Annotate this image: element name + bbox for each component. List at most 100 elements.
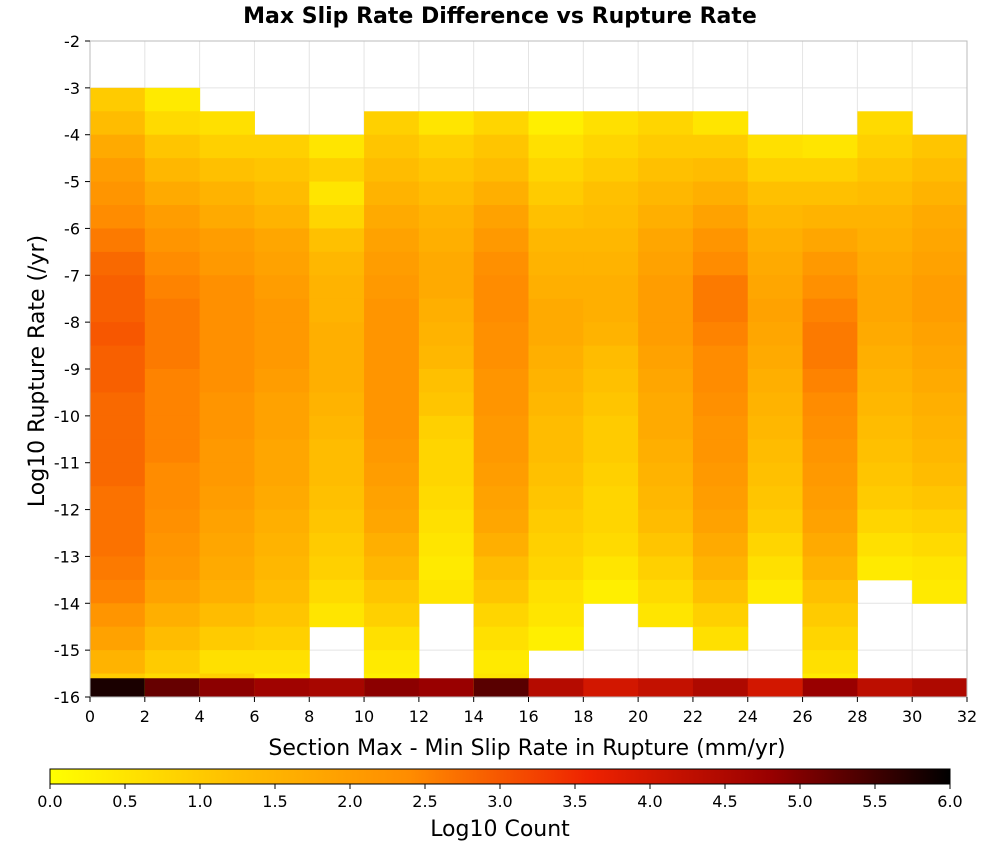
heatmap-cell: [199, 415, 255, 440]
heatmap-cell: [309, 181, 365, 206]
heatmap-cell: [912, 298, 968, 323]
heatmap-cell: [747, 462, 804, 487]
heatmap-cell: [364, 111, 420, 136]
heatmap-cell: [144, 251, 201, 276]
heatmap-cell: [364, 251, 420, 276]
heatmap-cell: [199, 626, 255, 651]
heatmap-cell: [802, 533, 858, 557]
heatmap-cell: [802, 134, 858, 159]
heatmap-cell: [473, 650, 529, 675]
heatmap-cell: [583, 228, 639, 253]
heatmap-cell: [309, 298, 365, 323]
heatmap-cell: [857, 275, 913, 300]
heatmap-cell: [912, 345, 968, 370]
y-tick-label: -14: [54, 594, 80, 613]
heatmap-cell: [90, 486, 146, 511]
heatmap-cell: [528, 205, 584, 229]
y-tick-label: -8: [64, 313, 80, 332]
colorbar-tick-label: 2.5: [412, 792, 437, 811]
heatmap-cell: [418, 158, 475, 183]
heatmap-cell: [912, 392, 968, 417]
heatmap-cell: [528, 369, 584, 393]
heatmap-cell: [912, 181, 968, 206]
heatmap-cell: [802, 579, 858, 604]
heatmap-cell: [473, 134, 529, 159]
heatmap-cell: [912, 228, 968, 253]
heatmap-cell: [638, 462, 694, 487]
heatmap-cell: [912, 486, 968, 511]
heatmap-cell: [364, 228, 420, 253]
heatmap-cell: [364, 205, 420, 229]
heatmap-cell: [199, 111, 255, 136]
heatmap-cell: [144, 205, 201, 229]
heatmap-cell: [199, 603, 255, 628]
colorbar-tick-label: 6.0: [937, 792, 962, 811]
heatmap-cell: [309, 251, 365, 276]
x-tick-label: 8: [304, 707, 314, 726]
heatmap-cell: [692, 134, 749, 159]
y-tick-label: -15: [54, 641, 80, 660]
heatmap-cell: [802, 181, 858, 206]
heatmap-cell: [638, 111, 694, 136]
heatmap-cell: [692, 462, 749, 487]
heatmap-cell: [638, 509, 694, 534]
heatmap-cell: [692, 603, 749, 628]
heatmap-cell: [364, 345, 420, 370]
heatmap-cell: [364, 158, 420, 183]
heatmap-cell: [364, 603, 420, 628]
heatmap-cell: [857, 678, 913, 698]
heatmap-cell: [912, 369, 968, 393]
heatmap-cell: [364, 486, 420, 511]
heatmap-cell: [528, 439, 584, 464]
heatmap-cell: [528, 181, 584, 206]
heatmap-cell: [309, 275, 365, 300]
heatmap-cell: [144, 111, 201, 136]
heatmap-cell: [144, 181, 201, 206]
heatmap-cell: [692, 533, 749, 557]
heatmap-cell: [364, 439, 420, 464]
heatmap-cell: [638, 251, 694, 276]
heatmap-cell: [583, 509, 639, 534]
heatmap-cell: [638, 134, 694, 159]
heatmap-cell: [912, 134, 968, 159]
heatmap-cell: [254, 533, 310, 557]
heatmap-cell: [473, 509, 529, 534]
heatmap-cell: [802, 415, 858, 440]
heatmap-cell: [692, 486, 749, 511]
heatmap-cell: [90, 415, 146, 440]
heatmap-cell: [857, 251, 913, 276]
heatmap-cell: [857, 509, 913, 534]
heatmap-cell: [418, 298, 475, 323]
heatmap-cell: [254, 181, 310, 206]
heatmap-cell: [199, 579, 255, 604]
y-tick-label: -11: [54, 454, 80, 473]
heatmap-cell: [90, 556, 146, 581]
heatmap-cell: [309, 533, 365, 557]
heatmap-cell: [418, 134, 475, 159]
heatmap-cell: [309, 345, 365, 370]
heatmap-cell: [418, 486, 475, 511]
heatmap-cell: [692, 509, 749, 534]
heatmap-cell: [309, 205, 365, 229]
heatmap-cell: [583, 369, 639, 393]
x-axis-ticks: 0 2 4 6 8 10 12 14 16 18 20 22 24 26 28 30 32: [85, 697, 977, 726]
x-tick-label: 0: [85, 707, 95, 726]
heatmap-cell: [418, 111, 475, 136]
heatmap-cell: [583, 439, 639, 464]
heatmap-cell: [802, 228, 858, 253]
heatmap-cell: [254, 205, 310, 229]
heatmap-cell: [802, 486, 858, 511]
heatmap-cell: [747, 486, 804, 511]
heatmap-cell: [144, 275, 201, 300]
heatmap-cell: [418, 275, 475, 300]
y-tick-label: -2: [64, 32, 80, 51]
heatmap-cell: [747, 415, 804, 440]
heatmap-cell: [309, 415, 365, 440]
heatmap-cell: [528, 111, 584, 136]
heatmap-cell: [90, 158, 146, 183]
heatmap-cell: [90, 533, 146, 557]
heatmap-cell: [528, 251, 584, 276]
heatmap-cell: [364, 579, 420, 604]
heatmap-cell: [583, 205, 639, 229]
